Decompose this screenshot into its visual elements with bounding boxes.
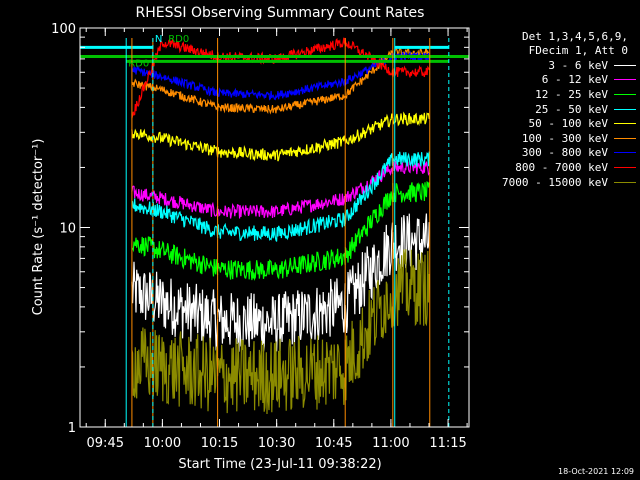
legend-swatch: [614, 181, 636, 183]
series-8: [131, 248, 430, 415]
legend-header-line-1: Det 1,3,4,5,6,9,: [522, 30, 628, 43]
legend-rows: 3 - 6 keV 6 - 12 keV 12 - 25 keV 25 - 50 ke…: [470, 58, 636, 189]
series-line-4: [131, 111, 430, 162]
legend-item: 300 - 800 keV: [470, 146, 636, 161]
chart-title: RHESSI Observing Summary Count Rates: [136, 5, 425, 21]
series-line-0: [131, 213, 430, 352]
y-axis-label: Count Rate (s⁻¹ detector⁻¹): [31, 139, 46, 316]
x-tick-label-0: 09:45: [87, 436, 124, 451]
legend: Det 1,3,4,5,6,9, FDecim 1, Att 0 3 - 6 k…: [470, 30, 636, 189]
legend-item: 50 - 100 keV: [470, 116, 636, 131]
legend-item: 7000 - 15000 keV: [470, 175, 636, 190]
series-line-5: [131, 47, 430, 115]
legend-item: 800 - 7000 keV: [470, 160, 636, 175]
series-line-1: [131, 159, 430, 219]
legend-label: 50 - 100 keV: [528, 117, 608, 131]
marker-label-2: RD0: [128, 59, 149, 70]
legend-swatch: [614, 64, 636, 66]
x-tick-label-3: 10:30: [258, 436, 295, 451]
y-tick-label-1: 10: [59, 222, 76, 237]
series-5: [131, 47, 430, 115]
legend-label: 300 - 800 keV: [521, 146, 608, 160]
legend-item: 3 - 6 keV: [470, 58, 636, 73]
x-tick-label-2: 10:15: [201, 436, 238, 451]
x-tick-label-5: 11:00: [372, 436, 409, 451]
legend-label: 800 - 7000 keV: [515, 160, 608, 174]
x-tick-label-4: 10:45: [315, 436, 352, 451]
legend-swatch: [614, 123, 636, 125]
legend-swatch: [614, 152, 636, 154]
legend-swatch: [614, 93, 636, 95]
legend-item: 25 - 50 keV: [470, 102, 636, 117]
series-6: [131, 50, 430, 101]
axis-layer: 09:45 10:00 10:15 10:30 10:45 11:00 11:15 1 10 10…: [51, 22, 469, 451]
legend-label: 25 - 50 keV: [535, 102, 608, 116]
legend-swatch: [614, 79, 636, 81]
y-tick-label-0: 1: [68, 421, 76, 436]
series-layer: [131, 37, 430, 415]
overlay-layer: N RD0 RD0: [80, 34, 469, 427]
series-2: [131, 180, 430, 282]
legend-item: 6 - 12 keV: [470, 73, 636, 88]
legend-item: 12 - 25 keV: [470, 87, 636, 102]
series-line-3: [131, 151, 430, 242]
series-line-2: [131, 180, 430, 282]
legend-swatch: [614, 137, 636, 139]
y-tick-label-2: 100: [51, 22, 76, 37]
legend-swatch: [614, 166, 636, 168]
generation-timestamp: 18-Oct-2021 12:09: [558, 467, 634, 476]
x-tick-label-6: 11:15: [429, 436, 466, 451]
series-line-6: [131, 50, 430, 101]
legend-item: 100 - 300 keV: [470, 131, 636, 146]
series-3: [131, 151, 430, 242]
series-0: [131, 213, 430, 352]
marker-label-0: N: [155, 34, 162, 45]
legend-header-line-2: FDecim 1, Att 0: [528, 44, 628, 57]
x-axis-label: Start Time (23-Jul-11 09:38:22): [178, 457, 381, 472]
marker-label-1: RD0: [168, 34, 189, 45]
legend-label: 12 - 25 keV: [535, 87, 608, 101]
x-tick-label-1: 10:00: [144, 436, 181, 451]
legend-swatch: [614, 108, 636, 110]
legend-label: 7000 - 15000 keV: [502, 175, 608, 189]
series-1: [131, 159, 430, 219]
series-4: [131, 111, 430, 162]
series-line-8: [131, 248, 430, 415]
legend-label: 6 - 12 keV: [541, 73, 608, 87]
legend-label: 100 - 300 keV: [521, 131, 608, 145]
legend-label: 3 - 6 keV: [548, 58, 608, 72]
